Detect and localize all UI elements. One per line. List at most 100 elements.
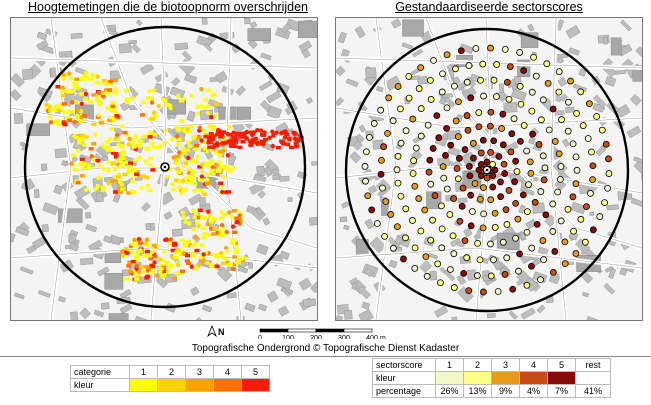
measurement-point <box>126 191 132 195</box>
sector-point <box>460 270 468 277</box>
sector-point <box>503 78 511 86</box>
measurement-point <box>219 250 224 256</box>
measurement-point <box>201 128 207 133</box>
measurement-point <box>152 260 157 265</box>
sector-point <box>394 179 402 187</box>
measurement-point <box>233 250 239 254</box>
right-map[interactable] <box>335 17 643 321</box>
measurement-point <box>210 167 216 171</box>
sector-point <box>537 116 545 124</box>
sector-point <box>373 220 381 227</box>
sector-point <box>539 152 547 160</box>
measurement-point <box>150 249 155 255</box>
left-map[interactable] <box>10 17 318 321</box>
measurement-point <box>198 255 204 260</box>
measurement-point <box>174 250 180 254</box>
measurement-point <box>168 237 174 242</box>
measurement-point <box>205 260 210 266</box>
measurement-point <box>205 110 210 116</box>
measurement-point <box>91 142 97 146</box>
measurement-point <box>137 144 143 148</box>
measurement-point <box>170 137 175 142</box>
measurement-point <box>105 106 111 110</box>
center-point-icon <box>160 162 170 172</box>
measurement-point <box>214 264 220 269</box>
sector-point <box>519 191 527 199</box>
measurement-point <box>201 216 207 220</box>
sector-point <box>508 130 516 138</box>
scale-segment <box>315 328 345 333</box>
sector-point <box>489 172 497 180</box>
sector-point <box>435 134 443 142</box>
sector-point <box>396 105 404 113</box>
sector-point <box>516 49 524 56</box>
measurement-point <box>193 241 199 246</box>
measurement-point <box>109 148 115 152</box>
sector-point <box>368 206 376 214</box>
color-swatch <box>241 378 270 392</box>
measurement-point <box>149 141 155 146</box>
measurement-point <box>111 108 117 112</box>
sector-point <box>480 92 487 100</box>
measurement-point <box>218 134 224 139</box>
measurement-point <box>73 85 79 90</box>
sector-point <box>489 183 497 191</box>
measurement-point <box>195 220 200 226</box>
sector-point <box>397 192 405 200</box>
sector-point <box>384 129 391 137</box>
measurement-point <box>185 127 190 132</box>
sector-point <box>405 72 413 80</box>
sector-point <box>480 184 487 192</box>
measurement-point <box>161 265 167 270</box>
sector-point <box>581 238 589 246</box>
sector-point <box>471 180 479 187</box>
measurement-point <box>209 217 215 222</box>
color-swatch <box>435 371 464 385</box>
measurement-point <box>106 168 111 173</box>
measurement-point <box>279 139 285 144</box>
measurement-point <box>141 100 146 105</box>
measurement-point <box>157 257 163 261</box>
center-point-icon <box>482 165 492 175</box>
score-4: 4 <box>519 358 548 372</box>
sector-point <box>439 163 447 171</box>
sector-point <box>477 149 485 157</box>
sector-point <box>409 115 417 123</box>
sector-point <box>446 266 454 273</box>
sector-point <box>477 172 485 180</box>
measurement-point <box>172 161 178 165</box>
sector-point <box>555 150 563 158</box>
measurement-point <box>78 119 84 124</box>
sector-point <box>561 260 569 268</box>
measurement-point <box>150 267 155 273</box>
sector-point <box>385 94 393 102</box>
sector-point <box>535 141 543 148</box>
measurement-point <box>236 131 242 136</box>
measurement-point <box>218 184 224 190</box>
sector-point <box>438 225 446 233</box>
measurement-point <box>108 79 114 84</box>
color-swatch <box>547 371 576 385</box>
sector-point <box>456 217 464 225</box>
measurement-point <box>164 175 170 179</box>
measurement-point <box>215 229 221 233</box>
color-swatch <box>185 378 214 392</box>
sector-point <box>470 154 477 162</box>
measurement-point <box>91 93 97 97</box>
sector-point <box>394 83 402 90</box>
sector-point <box>500 160 508 168</box>
sector-point <box>382 198 390 205</box>
sector-point <box>364 192 372 200</box>
measurement-point <box>150 88 156 93</box>
measurement-point <box>133 277 139 281</box>
measurement-point <box>61 102 67 106</box>
measurement-point <box>234 216 240 221</box>
measurement-point <box>119 124 125 129</box>
scale-tick-label: 400 <box>366 335 378 339</box>
sector-point <box>529 130 537 138</box>
measurement-point <box>162 140 167 146</box>
measurement-point <box>230 238 236 242</box>
measurement-point <box>207 233 213 237</box>
measurement-point <box>155 145 161 150</box>
sector-point <box>427 180 435 188</box>
